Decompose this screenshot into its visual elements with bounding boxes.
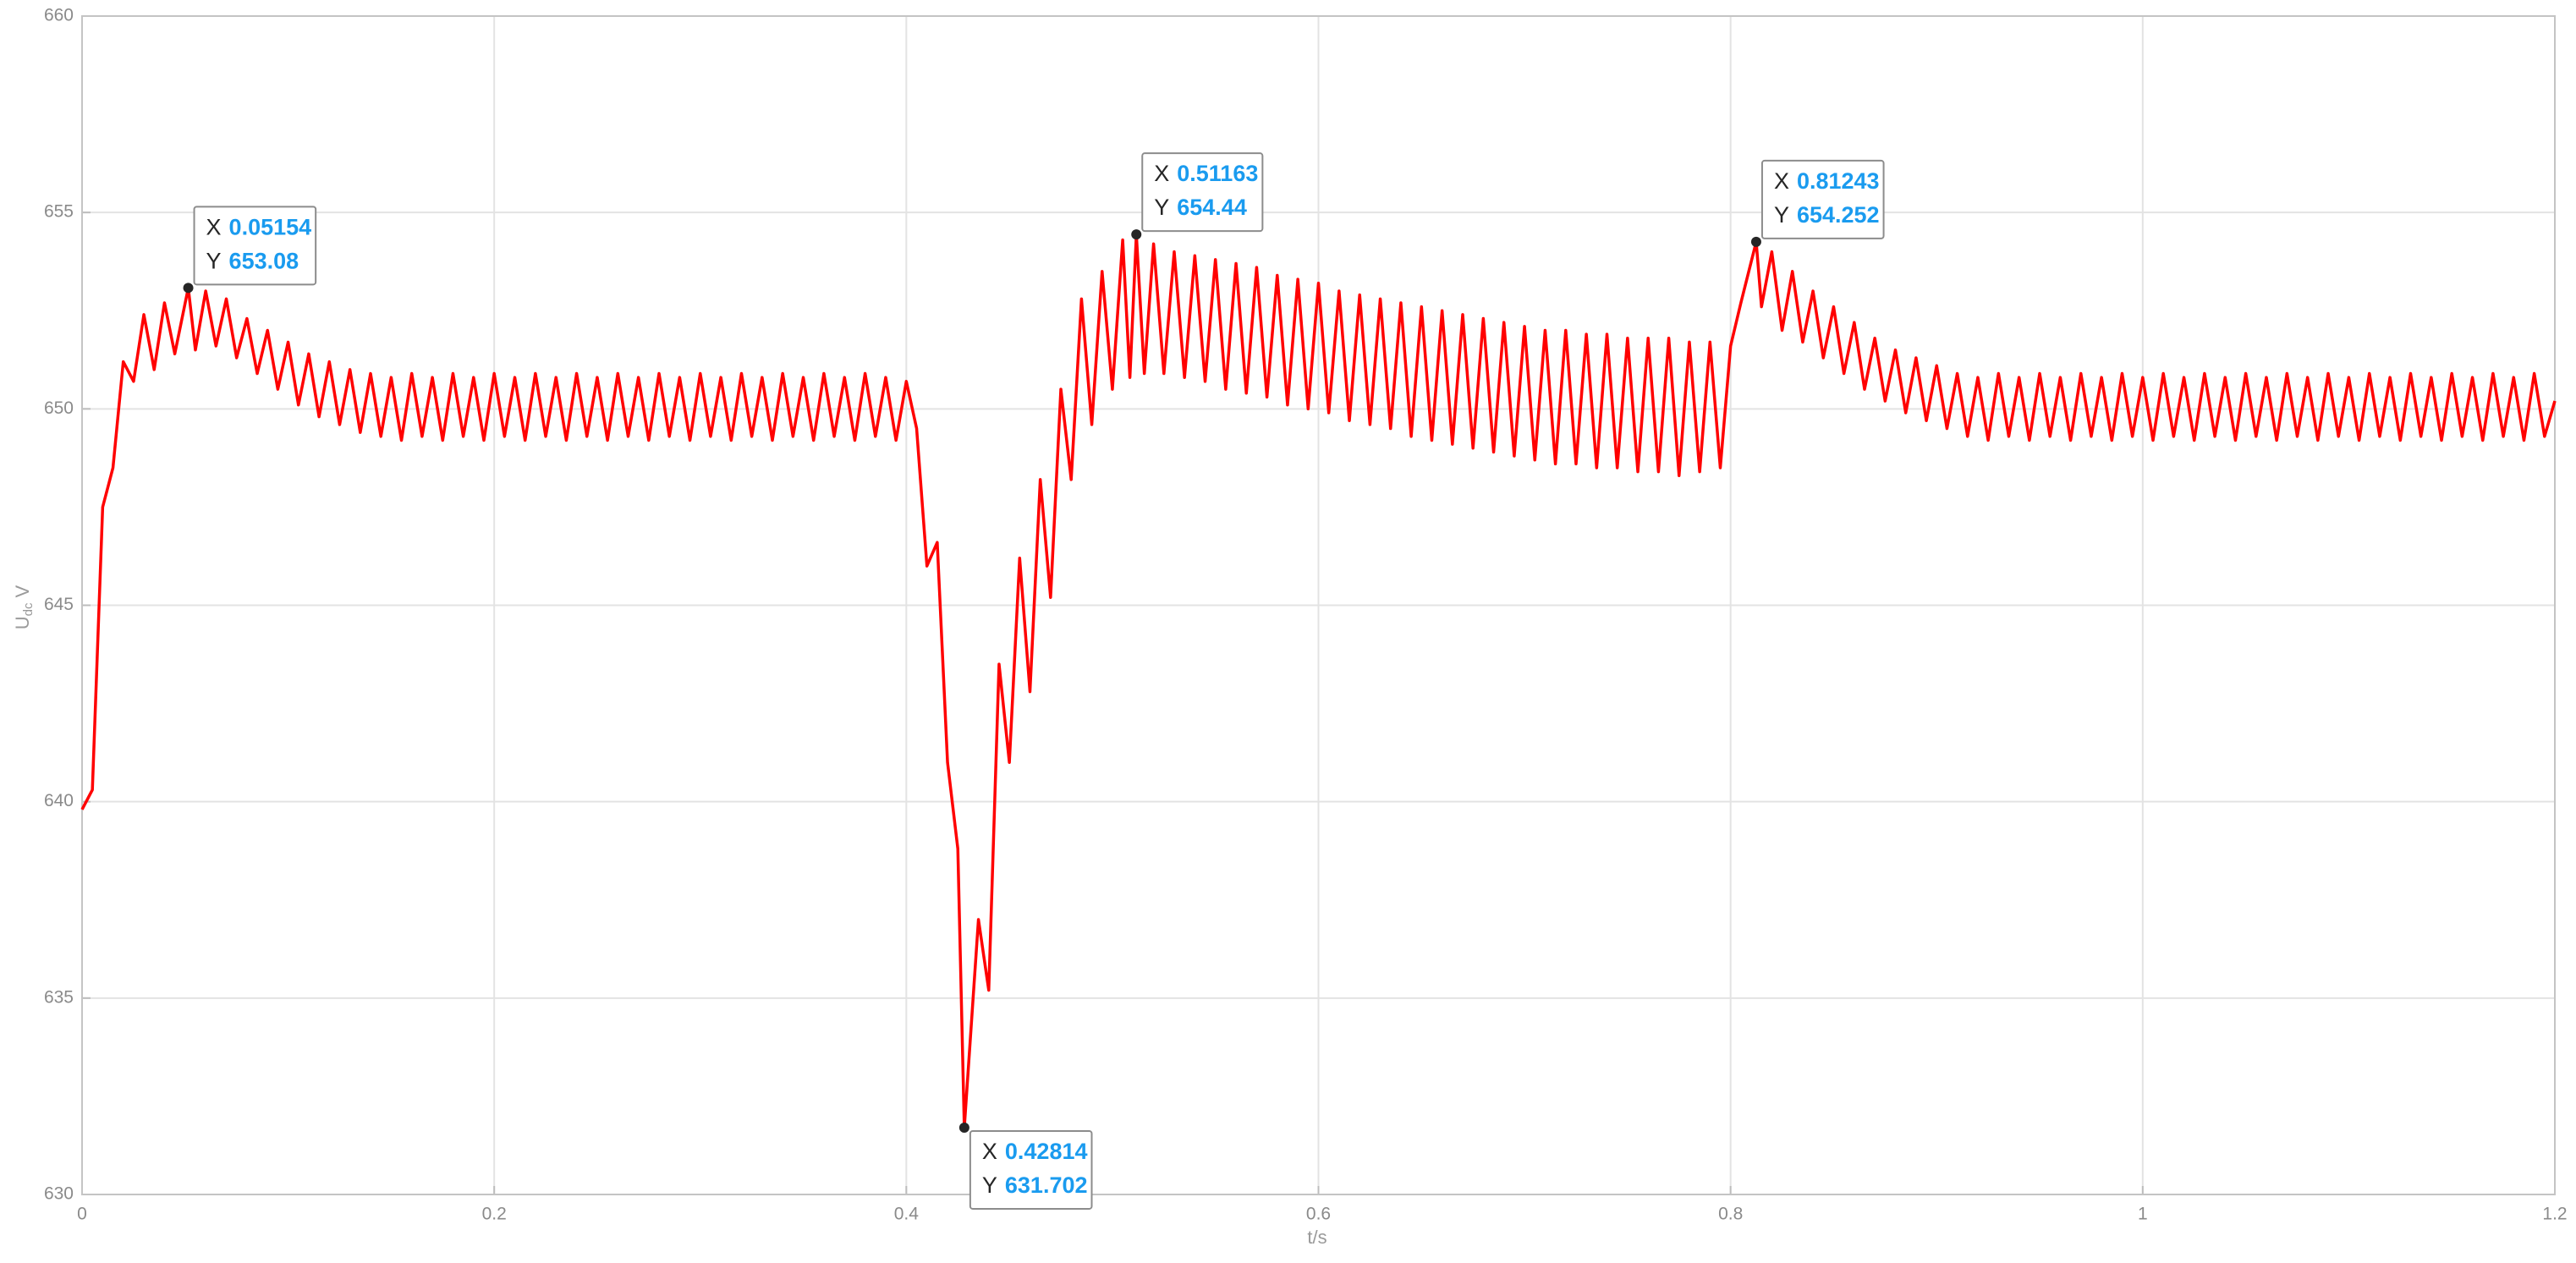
y-tick-label: 645 <box>44 595 74 614</box>
data-tip-x-value: 0.51163 <box>1177 161 1258 186</box>
data-tip-box <box>1760 159 1885 239</box>
x-tick-label: 0.4 <box>894 1205 920 1224</box>
data-tip-y: Y 654.252 <box>1774 202 1880 228</box>
data-tip-y-label: Y <box>206 248 222 273</box>
data-tip-point <box>958 1122 969 1133</box>
data-tip-y-label: Y <box>1774 202 1789 228</box>
data-tip-x-label: X <box>1774 168 1789 194</box>
data-tip-box <box>969 1129 1093 1210</box>
x-tick-label: 0.8 <box>1718 1205 1743 1224</box>
y-label-sub: dc <box>21 602 36 616</box>
y-label-main: U <box>12 616 33 629</box>
data-tip-point <box>1131 229 1142 240</box>
data-tip-x: X 0.42814 <box>982 1139 1088 1164</box>
data-tip-y-label: Y <box>982 1172 997 1198</box>
x-tick-label: 0.6 <box>1306 1205 1331 1224</box>
data-tip: X 0.81243 Y 654.252 <box>1760 159 1885 239</box>
data-tip-x-label: X <box>1154 161 1169 186</box>
y-tick-label: 630 <box>44 1184 74 1204</box>
x-tick-label: 0 <box>77 1205 87 1224</box>
data-tip-x-value: 0.81243 <box>1797 168 1880 194</box>
x-tick-label: 1.2 <box>2542 1205 2567 1224</box>
data-tip-x: X 0.51163 <box>1154 161 1258 186</box>
data-tip-x-label: X <box>982 1139 997 1164</box>
data-tip-x-value: 0.42814 <box>1005 1139 1088 1164</box>
data-tip-point <box>183 283 194 294</box>
y-tick-label: 640 <box>44 791 74 810</box>
data-tip: X 0.05154 Y 653.08 <box>193 206 317 286</box>
data-tip-y-value: 654.44 <box>1177 195 1247 220</box>
data-tip-y: Y 653.08 <box>206 248 299 273</box>
data-tip-x-value: 0.05154 <box>229 214 312 239</box>
y-axis-label: Udc V <box>12 585 36 629</box>
data-tip-y-value: 653.08 <box>229 248 299 273</box>
y-tick-label: 650 <box>44 398 74 418</box>
x-axis-label: t/s <box>1307 1227 1326 1248</box>
data-tip: X 0.51163 Y 654.44 <box>1141 152 1264 233</box>
y-label-unit: V <box>12 585 33 597</box>
data-tip-y-value: 631.702 <box>1005 1172 1088 1198</box>
y-tick-label: 635 <box>44 987 74 1007</box>
data-line <box>80 233 2557 1129</box>
data-tip-x: X 0.81243 <box>1774 168 1880 194</box>
data-tip-y: Y 631.702 <box>982 1172 1088 1198</box>
data-tip: X 0.42814 Y 631.702 <box>969 1129 1093 1210</box>
data-tip-y-label: Y <box>1154 195 1169 220</box>
plot-frame <box>81 15 2556 1195</box>
x-tick-label: 0.2 <box>482 1205 507 1224</box>
data-tip-box <box>1141 152 1264 233</box>
x-tick-label: 1 <box>2138 1205 2148 1224</box>
data-tip-x-label: X <box>206 214 222 239</box>
data-tip-y-value: 654.252 <box>1797 202 1880 228</box>
data-tip-box <box>193 206 317 286</box>
y-tick-label: 660 <box>44 6 74 25</box>
y-tick-label: 655 <box>44 202 74 222</box>
data-tip-point <box>1750 236 1761 247</box>
data-tip-y: Y 654.44 <box>1154 195 1247 220</box>
data-tip-x: X 0.05154 <box>206 214 312 239</box>
